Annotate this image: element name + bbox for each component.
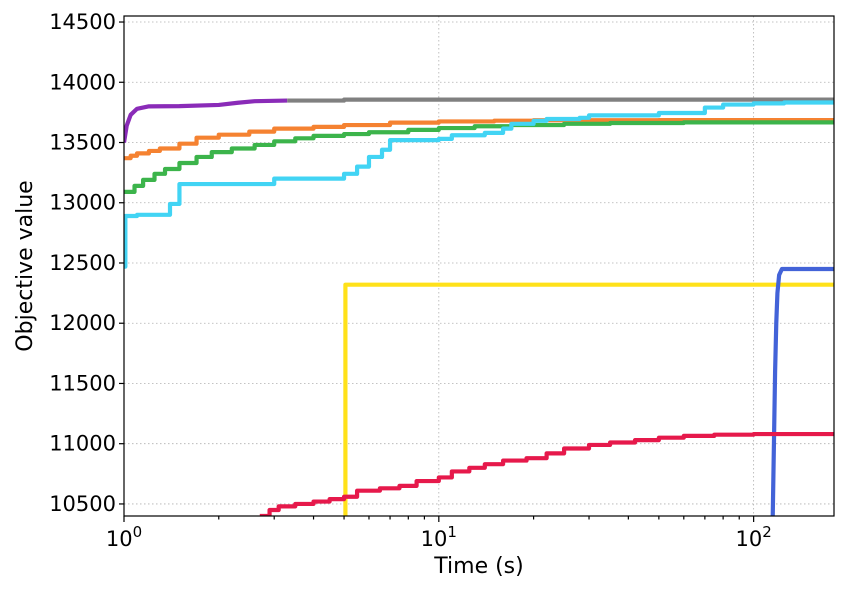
y-tick-label: 10500 xyxy=(49,492,116,516)
series-line-red xyxy=(259,431,834,516)
series-line-cyan xyxy=(124,100,834,269)
x-axis-label: Time (s) xyxy=(433,554,523,579)
y-tick-label: 12500 xyxy=(49,251,116,275)
plot-frame xyxy=(123,15,835,517)
x-tick-label: 102 xyxy=(735,523,771,551)
y-tick-label: 14500 xyxy=(49,10,116,34)
x-tick-label: 100 xyxy=(106,523,142,551)
series-line-orange xyxy=(124,118,834,161)
series-line-green xyxy=(124,120,834,194)
series-line-purple xyxy=(124,98,288,143)
y-tick-label: 11500 xyxy=(49,371,116,395)
axis-ticks: 10500 11000 11500 12000 12500 13000 13500 14000… xyxy=(49,10,772,551)
y-tick-label: 11000 xyxy=(49,432,116,456)
y-axis-label: Objective value xyxy=(13,180,38,351)
series-layer xyxy=(124,97,834,516)
y-tick-label: 13000 xyxy=(49,191,116,215)
x-tick-label: 101 xyxy=(421,523,457,551)
series-line-gray xyxy=(287,97,834,103)
y-tick-label: 12000 xyxy=(49,311,116,335)
series-line-blue xyxy=(770,266,834,516)
y-tick-label: 14000 xyxy=(49,70,116,94)
y-tick-label: 13500 xyxy=(49,131,116,155)
series-line-yellow xyxy=(343,282,834,516)
